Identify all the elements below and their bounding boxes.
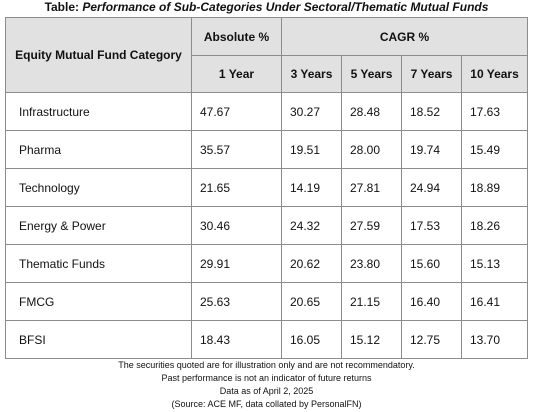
row-category: Energy & Power: [5, 206, 192, 245]
row-value: 27.59: [341, 206, 402, 245]
table-row: Energy & Power 30.46 24.32 27.59 17.53 1…: [5, 206, 529, 245]
row-value: 24.32: [281, 206, 342, 245]
footnote-disclaimer: The securities quoted are for illustrati…: [118, 360, 415, 370]
footnote-data-date: Data as of April 2, 2025: [219, 386, 314, 396]
row-value: 28.48: [341, 92, 402, 131]
row-value: 17.53: [401, 206, 462, 245]
header-absolute: Absolute %: [191, 17, 282, 56]
row-category: Thematic Funds: [5, 244, 192, 283]
row-value: 18.89: [460, 168, 529, 207]
footnote-past-performance: Past performance is not an indicator of …: [161, 373, 372, 383]
row-value: 15.60: [401, 244, 462, 283]
row-value: 18.52: [401, 92, 462, 131]
header-period: 10 Years: [460, 55, 529, 93]
table-body: Infrastructure 47.67 30.27 28.48 18.52 1…: [5, 92, 529, 359]
table-row: Technology 21.65 14.19 27.81 24.94 18.89: [5, 168, 529, 207]
table-header: Equity Mutual Fund Category Absolute % C…: [5, 17, 529, 93]
row-value: 47.67: [191, 92, 282, 131]
row-value: 18.43: [191, 320, 282, 359]
row-value: 16.40: [401, 282, 462, 321]
header-row-periods: 1 Year 3 Years 5 Years 7 Years 10 Years: [6, 55, 529, 93]
row-value: 25.63: [191, 282, 282, 321]
footnotes: The securities quoted are for illustrati…: [0, 359, 533, 411]
row-value: 28.00: [341, 130, 402, 169]
header-row-groups: Equity Mutual Fund Category Absolute % C…: [5, 17, 529, 93]
title-main: Performance of Sub-Categories Under Sect…: [82, 0, 489, 14]
table-row: Pharma 35.57 19.51 28.00 19.74 15.49: [5, 130, 529, 169]
footnote-source: (Source: ACE MF, data collated by Person…: [171, 399, 362, 409]
row-value: 27.81: [341, 168, 402, 207]
header-cagr: CAGR %: [280, 17, 529, 56]
row-value: 16.05: [281, 320, 342, 359]
table-title: Table: Performance of Sub-Categories Und…: [0, 0, 533, 14]
header-period: 5 Years: [341, 55, 402, 93]
row-value: 17.63: [460, 92, 529, 131]
row-category: FMCG: [5, 282, 192, 321]
row-value: 35.57: [191, 130, 282, 169]
table-row: Thematic Funds 29.91 20.62 23.80 15.60 1…: [5, 244, 529, 283]
row-value: 16.41: [460, 282, 529, 321]
row-value: 18.26: [460, 206, 529, 245]
table-row: BFSI 18.43 16.05 15.12 12.75 13.70: [5, 320, 529, 359]
row-value: 30.46: [191, 206, 282, 245]
row-value: 14.19: [281, 168, 342, 207]
header-category: Equity Mutual Fund Category: [5, 17, 192, 93]
row-value: 21.65: [191, 168, 282, 207]
header-period: 7 Years: [401, 55, 462, 93]
table-row: Infrastructure 47.67 30.27 28.48 18.52 1…: [5, 92, 529, 131]
row-value: 23.80: [341, 244, 402, 283]
row-value: 20.62: [281, 244, 342, 283]
performance-table: Equity Mutual Fund Category Absolute % C…: [5, 17, 529, 359]
row-value: 20.65: [281, 282, 342, 321]
row-value: 19.74: [401, 130, 462, 169]
table-row: FMCG 25.63 20.65 21.15 16.40 16.41: [5, 282, 529, 321]
row-category: Infrastructure: [5, 92, 192, 131]
row-value: 21.15: [341, 282, 402, 321]
row-value: 24.94: [401, 168, 462, 207]
row-value: 19.51: [281, 130, 342, 169]
row-value: 15.13: [460, 244, 529, 283]
row-category: BFSI: [5, 320, 192, 359]
row-value: 29.91: [191, 244, 282, 283]
row-value: 30.27: [281, 92, 342, 131]
row-value: 15.49: [460, 130, 529, 169]
row-category: Technology: [5, 168, 192, 207]
header-period: 3 Years: [281, 55, 342, 93]
title-prefix: Table:: [44, 0, 83, 14]
row-value: 13.70: [460, 320, 529, 359]
row-category: Pharma: [5, 130, 192, 169]
row-value: 15.12: [341, 320, 402, 359]
row-value: 12.75: [401, 320, 462, 359]
header-period: 1 Year: [191, 55, 282, 93]
